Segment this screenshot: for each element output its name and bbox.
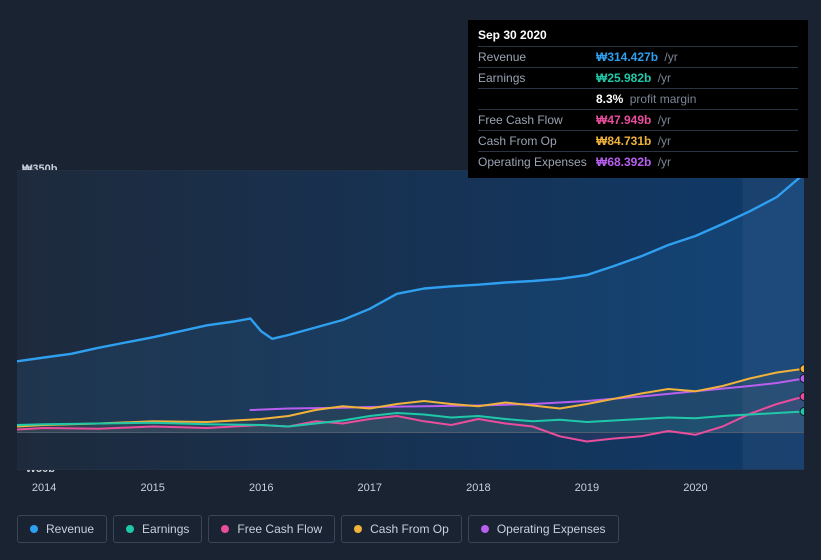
legend-dot-icon <box>354 525 362 533</box>
tooltip-label: Cash From Op <box>478 134 596 148</box>
tooltip-value: ₩314.427b /yr <box>596 50 678 64</box>
x-axis-label: 2015 <box>140 482 164 494</box>
chart-area: ₩350b₩0-₩50b 201420152016201720182019202… <box>17 150 804 510</box>
tooltip-label: Earnings <box>478 71 596 85</box>
x-axis-label: 2019 <box>575 482 599 494</box>
x-axis-label: 2017 <box>358 482 382 494</box>
tooltip-date: Sep 30 2020 <box>478 26 798 46</box>
legend-dot-icon <box>126 525 134 533</box>
legend-item-revenue[interactable]: Revenue <box>17 515 107 543</box>
legend-label: Cash From Op <box>370 522 449 536</box>
legend: Revenue Earnings Free Cash Flow Cash From O… <box>17 515 619 543</box>
legend-label: Operating Expenses <box>497 522 606 536</box>
tooltip-row: Revenue₩314.427b /yr <box>478 46 798 67</box>
tooltip-label: Free Cash Flow <box>478 113 596 127</box>
tooltip-value: ₩84.731b /yr <box>596 134 671 148</box>
tooltip-value: ₩68.392b /yr <box>596 155 671 169</box>
tooltip-value: ₩47.949b /yr <box>596 113 671 127</box>
tooltip-label: Revenue <box>478 50 596 64</box>
tooltip-row: Cash From Op₩84.731b /yr <box>478 130 798 151</box>
legend-item-operating-expenses[interactable]: Operating Expenses <box>468 515 619 543</box>
legend-label: Free Cash Flow <box>237 522 322 536</box>
legend-label: Revenue <box>46 522 94 536</box>
tooltip-label: Operating Expenses <box>478 155 596 169</box>
chart-container: Sep 30 2020 Revenue₩314.427b /yrEarnings… <box>0 0 821 560</box>
line-chart[interactable] <box>17 170 804 470</box>
tooltip-value: ₩25.982b /yr <box>596 71 671 85</box>
legend-item-free-cash-flow[interactable]: Free Cash Flow <box>208 515 335 543</box>
legend-item-cash-from-op[interactable]: Cash From Op <box>341 515 462 543</box>
tooltip-value: 8.3% profit margin <box>596 92 696 106</box>
x-axis-label: 2018 <box>466 482 490 494</box>
tooltip-row: Earnings₩25.982b /yr <box>478 67 798 88</box>
legend-dot-icon <box>30 525 38 533</box>
tooltip-row: 8.3% profit margin <box>478 88 798 109</box>
legend-dot-icon <box>481 525 489 533</box>
x-axis-label: 2014 <box>32 482 56 494</box>
legend-label: Earnings <box>142 522 189 536</box>
data-tooltip: Sep 30 2020 Revenue₩314.427b /yrEarnings… <box>468 20 808 178</box>
legend-dot-icon <box>221 525 229 533</box>
tooltip-row: Free Cash Flow₩47.949b /yr <box>478 109 798 130</box>
legend-item-earnings[interactable]: Earnings <box>113 515 202 543</box>
tooltip-label <box>478 92 596 106</box>
tooltip-row: Operating Expenses₩68.392b /yr <box>478 151 798 172</box>
x-axis-label: 2020 <box>683 482 707 494</box>
x-axis-label: 2016 <box>249 482 273 494</box>
